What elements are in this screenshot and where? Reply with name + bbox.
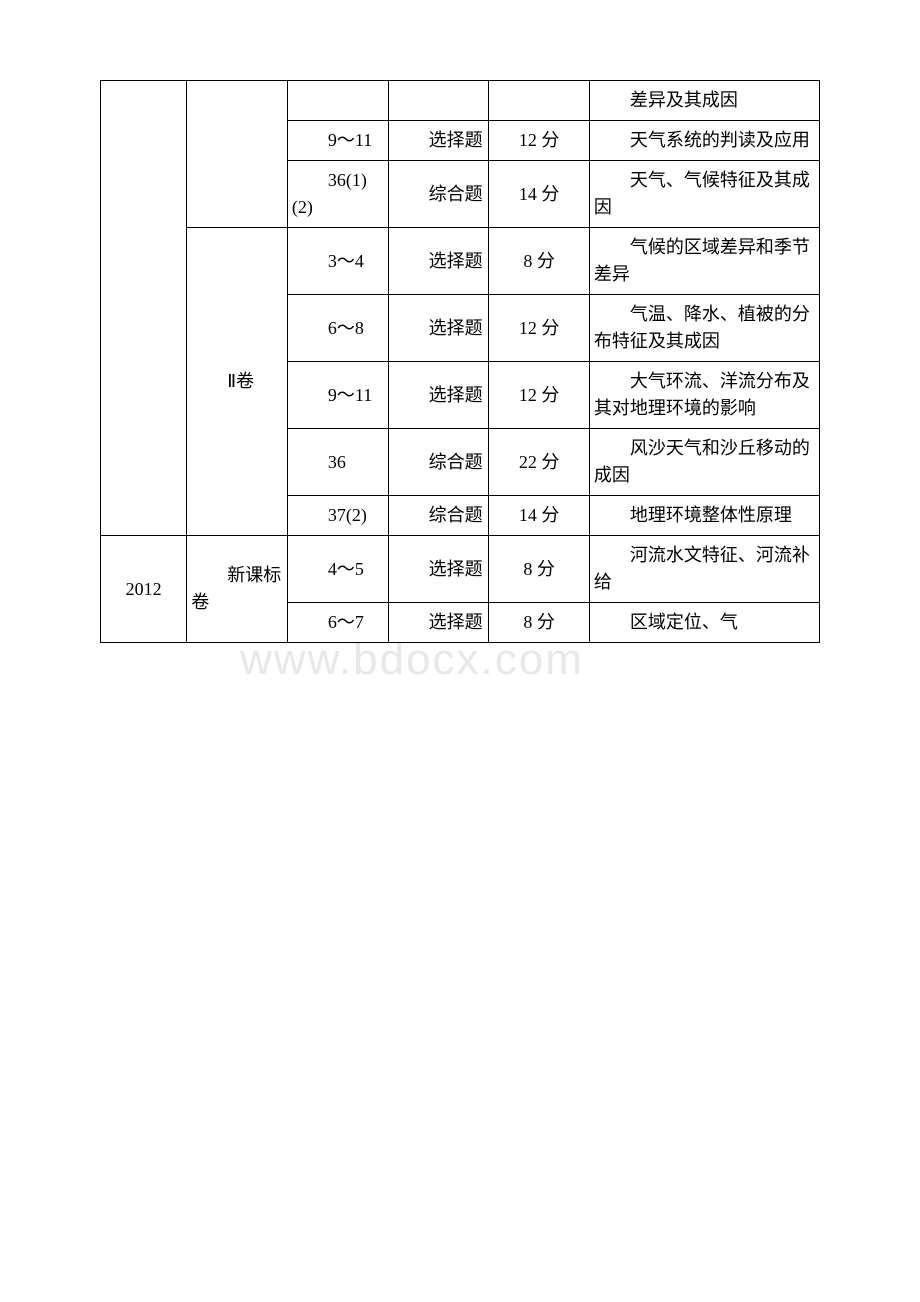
cell-paper: 新课标卷 — [187, 536, 288, 643]
cell-score: 12 分 — [489, 295, 590, 362]
cell-qtype: 选择题 — [388, 536, 489, 603]
cell-qtype: 选择题 — [388, 295, 489, 362]
cell-score: 14 分 — [489, 161, 590, 228]
cell-qtype: 选择题 — [388, 603, 489, 643]
cell-qtype: 选择题 — [388, 362, 489, 429]
cell-qtype — [388, 81, 489, 121]
table-row: 差异及其成因 — [101, 81, 820, 121]
cell-qnum: 9～11 — [287, 121, 388, 161]
cell-qnum: 36(1)(2) — [287, 161, 388, 228]
table-row: 2012 新课标卷 4～5 选择题 8 分 河流水文特征、河流补给 — [101, 536, 820, 603]
cell-topic: 天气系统的判读及应用 — [589, 121, 819, 161]
cell-qtype: 综合题 — [388, 429, 489, 496]
cell-qtype: 综合题 — [388, 496, 489, 536]
cell-score: 14 分 — [489, 496, 590, 536]
cell-paper — [187, 81, 288, 228]
cell-topic: 差异及其成因 — [589, 81, 819, 121]
cell-qtype: 选择题 — [388, 228, 489, 295]
cell-topic: 区域定位、气 — [589, 603, 819, 643]
cell-qnum: 37(2) — [287, 496, 388, 536]
cell-qnum: 6～8 — [287, 295, 388, 362]
cell-qtype: 综合题 — [388, 161, 489, 228]
cell-score: 8 分 — [489, 228, 590, 295]
cell-score: 12 分 — [489, 121, 590, 161]
cell-score: 12 分 — [489, 362, 590, 429]
cell-paper: Ⅱ卷 — [187, 228, 288, 536]
cell-topic: 天气、气候特征及其成因 — [589, 161, 819, 228]
cell-score — [489, 81, 590, 121]
cell-qtype: 选择题 — [388, 121, 489, 161]
cell-score: 8 分 — [489, 603, 590, 643]
cell-score: 8 分 — [489, 536, 590, 603]
exam-table: 差异及其成因 9～11 选择题 12 分 天气系统的判读及应用 36(1)(2)… — [100, 80, 820, 643]
cell-topic: 河流水文特征、河流补给 — [589, 536, 819, 603]
cell-qnum: 6～7 — [287, 603, 388, 643]
cell-topic: 气温、降水、植被的分布特征及其成因 — [589, 295, 819, 362]
cell-topic: 气候的区域差异和季节差异 — [589, 228, 819, 295]
cell-year: 2012 — [101, 536, 187, 643]
cell-qnum — [287, 81, 388, 121]
cell-topic: 风沙天气和沙丘移动的成因 — [589, 429, 819, 496]
cell-qnum: 3～4 — [287, 228, 388, 295]
cell-qnum: 9～11 — [287, 362, 388, 429]
cell-qnum: 36 — [287, 429, 388, 496]
cell-qnum: 4～5 — [287, 536, 388, 603]
cell-year — [101, 81, 187, 536]
cell-topic: 地理环境整体性原理 — [589, 496, 819, 536]
exam-table-wrapper: 差异及其成因 9～11 选择题 12 分 天气系统的判读及应用 36(1)(2)… — [100, 80, 820, 643]
table-row: Ⅱ卷 3～4 选择题 8 分 气候的区域差异和季节差异 — [101, 228, 820, 295]
cell-topic: 大气环流、洋流分布及其对地理环境的影响 — [589, 362, 819, 429]
cell-score: 22 分 — [489, 429, 590, 496]
